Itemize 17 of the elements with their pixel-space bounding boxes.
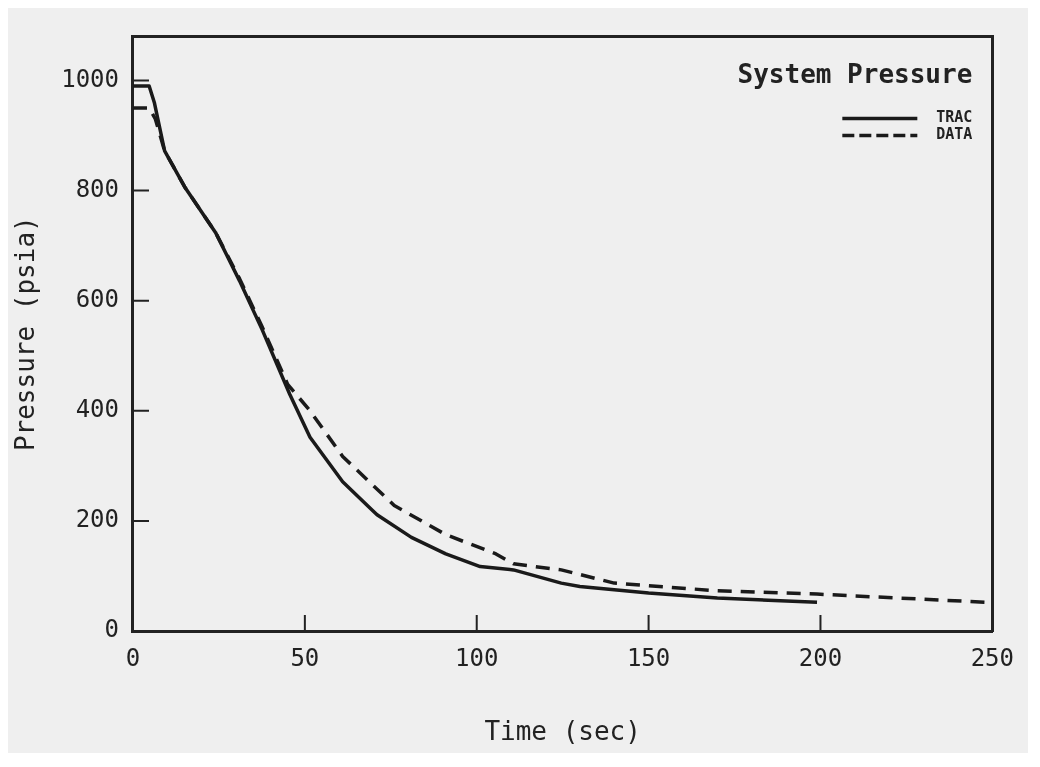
x-tick-label: 200 [798, 643, 843, 672]
y-tick-label: 400 [75, 395, 119, 424]
x-tick-label: 0 [125, 643, 141, 672]
y-tick-label: 800 [75, 174, 119, 203]
text: System Pressure [737, 59, 973, 90]
y-tick-label: 0 [104, 615, 119, 644]
x-tick-label: 100 [455, 643, 499, 672]
y-axis-title: Pressure (psia) [10, 216, 41, 452]
y-tick-label: 600 [75, 284, 119, 313]
legend-label: TRAC [936, 108, 973, 127]
x-tick-label: 150 [626, 643, 671, 672]
legend-label: DATA [936, 125, 973, 144]
x-tick-label: 50 [290, 643, 320, 672]
y-tick-label: 1000 [61, 64, 119, 93]
x-axis-title: Time (sec) [484, 716, 641, 747]
x-tick-label: 250 [970, 643, 1015, 672]
y-tick-label: 200 [75, 505, 119, 534]
